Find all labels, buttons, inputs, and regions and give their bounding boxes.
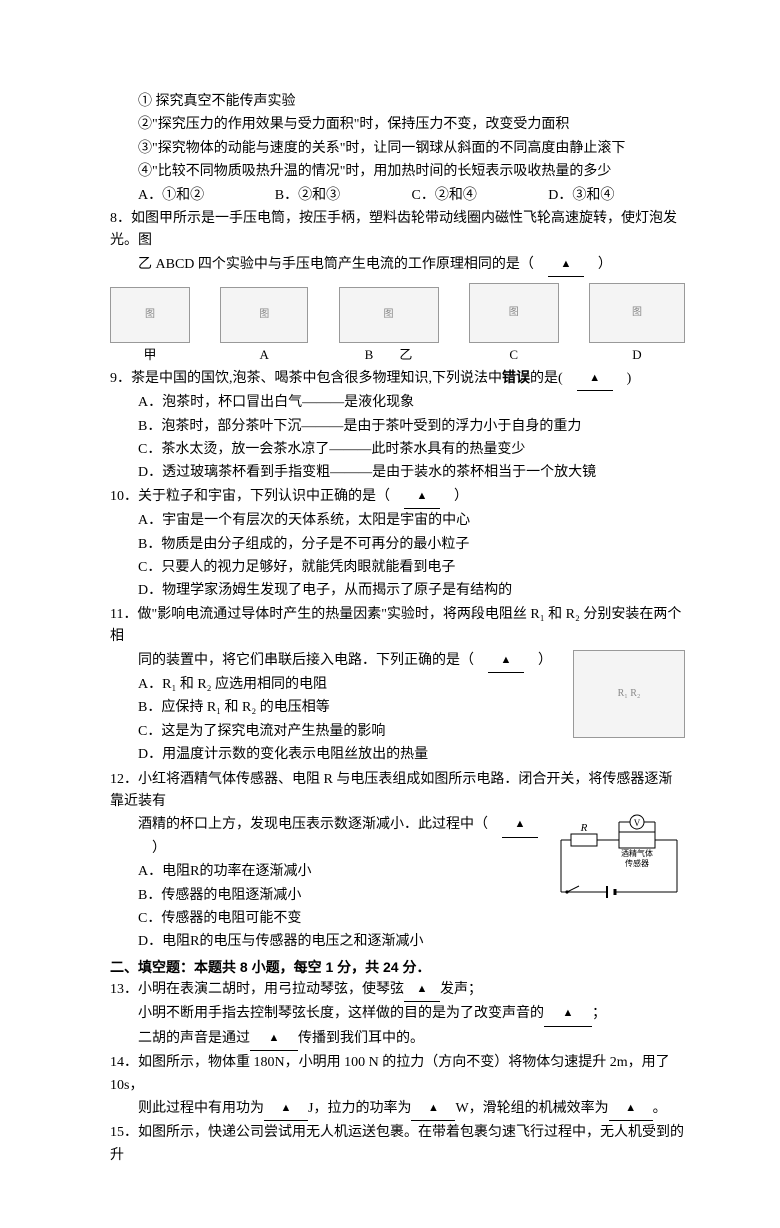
q14: 14．如图所示，物体重 180N，小明用 100 N 的拉力（方向不变）将物体匀…	[110, 1052, 685, 1097]
q10-opt-b: B．物质是由分子组成的，分子是不可再分的最小粒子	[138, 534, 685, 556]
r-label: R	[580, 822, 588, 834]
q9-opt-a: A．泡茶时，杯口冒出白气———是液化现象	[138, 392, 685, 414]
fill-blank	[609, 1098, 653, 1121]
q10-number: 10．	[110, 489, 138, 504]
magnet-rail-icon: 图	[339, 287, 439, 343]
sensor-label-2: 传感器	[625, 858, 649, 868]
voltmeter-icon: V	[634, 818, 641, 828]
q15-number: 15．	[110, 1125, 138, 1140]
q11-number: 11．	[110, 607, 137, 622]
q11: 11．做"影响电流通过导体时产生的热量因素"实验时，将两段电阻丝 R₁ 和 R₂…	[110, 604, 685, 649]
fill-blank	[264, 1098, 308, 1121]
fill-blank	[544, 1003, 592, 1026]
q9-options: A．泡茶时，杯口冒出白气———是液化现象 B．泡茶时，部分茶叶下沉———是由于茶…	[110, 392, 685, 485]
item-circled-1: ① 探究真空不能传声实验	[110, 91, 685, 113]
flask-thermometer-icon: R₁ R₂	[573, 650, 685, 738]
q8: 8．如图甲所示是一手压电筒，按压手柄，塑料齿轮带动线圈内磁性飞轮高速旋转，使灯泡…	[110, 208, 685, 253]
answer-blank	[404, 486, 440, 509]
flashlight-icon: 图	[110, 287, 190, 343]
q15: 15．如图所示，快递公司尝试用无人机运送包裹。在带着包裹匀速飞行过程中，无人机受…	[110, 1122, 685, 1167]
q8-fig-c: 图 C	[469, 283, 559, 366]
q8-fig-jia: 图 甲	[110, 287, 190, 366]
pre-q8-opt-a: A．①和②	[138, 185, 275, 207]
circuit-icon: R 酒精气体 传感器 V	[549, 814, 685, 906]
q13-number: 13．	[110, 982, 138, 997]
q13-line-2: 小明不断用手指去控制琴弦长度，这样做的目的是为了改变声音的；	[110, 1003, 685, 1026]
q10-opt-d: D．物理学家汤姆生发现了电子，从而揭示了原子是有结构的	[138, 580, 685, 602]
sensor-label-1: 酒精气体	[621, 848, 653, 858]
motor-coil-icon: 图	[589, 283, 685, 343]
q13-line-3: 二胡的声音是通过传播到我们耳中的。	[110, 1028, 685, 1051]
q9-bold-word: 错误	[502, 371, 530, 386]
q9-number: 9．	[110, 371, 131, 386]
item-circled-4: ④"比较不同物质吸热升温的情况"时，用加热时间的长短表示吸收热量的多少	[110, 161, 685, 183]
pre-q8-opt-d: D．③和④	[548, 185, 685, 207]
q11-figure: R₁ R₂	[573, 650, 685, 738]
q11-opt-d: D．用温度计示数的变化表示电阻丝放出的热量	[138, 744, 685, 766]
q12-opt-d: D．电阻R的电压与传感器的电压之和逐渐减小	[138, 931, 685, 953]
q12: 12．小红将酒精气体传感器、电阻 R 与电压表组成如图所示电路．闭合开关，将传感…	[110, 769, 685, 814]
pre-q8-opt-c: C．②和④	[412, 185, 549, 207]
q14-line-2: 则此过程中有用功为J，拉力的功率为W，滑轮组的机械效率为。	[110, 1098, 685, 1121]
q8-fig-d: 图 D	[589, 283, 685, 366]
q12-number: 12．	[110, 772, 138, 787]
q8-stem-2-line: 乙 ABCD 四个实验中与手压电筒产生电流的工作原理相同的是（ ）	[110, 254, 685, 277]
answer-blank	[488, 650, 524, 673]
pre-q8-opt-b: B．②和③	[275, 185, 412, 207]
q9-opt-c: C．茶水太烫，放一会茶水凉了———此时茶水具有的热量变少	[138, 439, 685, 461]
q8-stem-1: 如图甲所示是一手压电筒，按压手柄，塑料齿轮带动线圈内磁性飞轮高速旋转，使灯泡发光…	[110, 211, 677, 248]
fill-blank	[411, 1098, 455, 1121]
q10-opt-c: C．只要人的视力足够好，就能凭肉眼就能看到电子	[138, 557, 685, 579]
item-circled-2: ②"探究压力的作用效果与受力面积"时，保持压力不变，改变受力面积	[110, 114, 685, 136]
q10-options: A．宇宙是一个有层次的天体系统，太阳是宇宙的中心 B．物质是由分子组成的，分子是…	[110, 510, 685, 603]
q12-circuit: R 酒精气体 传感器 V	[549, 814, 685, 914]
q9: 9．茶是中国的国饮,泡茶、喝茶中包含很多物理知识,下列说法中错误的是( )	[110, 368, 685, 391]
answer-blank	[577, 368, 613, 391]
q8-fig-b: 图 B 乙	[339, 287, 439, 366]
q10: 10．关于粒子和宇宙，下列认识中正确的是（ ）	[110, 486, 685, 509]
answer-blank	[548, 254, 584, 277]
q9-opt-d: D．透过玻璃茶杯看到手指变粗———是由于装水的茶杯相当于一个放大镜	[138, 462, 685, 484]
oersted-icon: 图	[220, 287, 308, 343]
section-2-title: 二、填空题：本题共 8 小题，每空 1 分，共 24 分．	[110, 956, 685, 978]
fill-blank	[250, 1028, 298, 1051]
item-circled-3: ③"探究物体的动能与速度的关系"时，让同一钢球从斜面的不同高度由静止滚下	[110, 138, 685, 160]
q10-opt-a: A．宇宙是一个有层次的天体系统，太阳是宇宙的中心	[138, 510, 685, 532]
galvanometer-icon: 图	[469, 283, 559, 343]
q13: 13．小明在表演二胡时，用弓拉动琴弦，使琴弦发声；	[110, 979, 685, 1002]
q14-number: 14．	[110, 1055, 138, 1070]
q8-number: 8．	[110, 211, 131, 226]
q9-opt-b: B．泡茶时，部分茶叶下沉———是由于茶叶受到的浮力小于自身的重力	[138, 416, 685, 438]
q8-image-row: 图 甲 图 A 图 B 乙 图 C 图 D	[110, 283, 685, 366]
fill-blank	[404, 979, 440, 1002]
pre-q8-options: A．①和② B．②和③ C．②和④ D．③和④	[110, 185, 685, 207]
answer-blank	[502, 814, 538, 837]
q8-fig-a: 图 A	[220, 287, 308, 366]
